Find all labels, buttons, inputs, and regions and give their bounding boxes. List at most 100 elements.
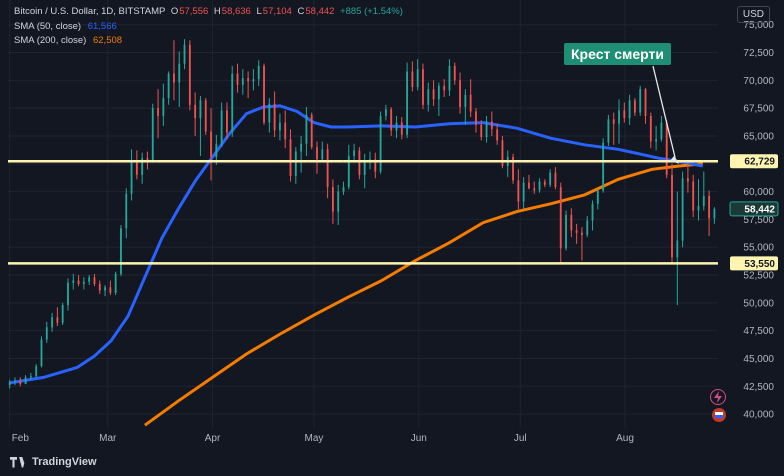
candle [490,111,493,136]
candle-body [24,377,27,385]
price-tick-label: 42,500 [743,382,774,393]
candle-body [422,69,424,105]
candle-body [708,196,711,219]
candle-body [204,100,207,132]
candle [649,112,652,149]
candle [157,89,159,139]
tradingview-logo[interactable]: TradingView [10,456,97,468]
candle [104,285,106,297]
candle [273,91,276,138]
horizontal-levels [8,159,718,265]
candle-body [697,206,700,211]
time-tick-label: Jun [411,433,427,444]
legend-sma200[interactable]: SMA (200, close) 62,508 [14,35,122,46]
candle [35,364,38,378]
candle-body [284,122,287,140]
candle-body [665,122,668,175]
candle-body [178,63,181,83]
arrow-head [670,155,680,164]
brand-name: TradingView [32,456,97,468]
currency-selector[interactable]: USD [736,6,770,23]
candle [692,174,695,218]
candle-body [464,94,467,108]
candle-body [263,65,265,123]
candle [114,271,117,296]
candle [528,174,530,190]
price-tag-label: 58,442 [744,204,775,215]
candle-body [400,122,403,135]
legend-ohlc: Bitcoin / U.S. Dollar, 1D, BITSTAMP O57,… [14,6,403,17]
candle [141,152,144,184]
candle-body [644,89,647,116]
candle [549,169,552,188]
open-label: O [170,6,179,17]
candle [512,153,514,184]
candle-body [517,180,520,202]
price-level-tag: 58,442 [729,201,779,217]
price-tick-label: 52,500 [743,271,774,282]
candle [390,107,393,136]
candle-body [146,158,149,161]
death-cross-label: Крест смерти [564,43,671,65]
candle [109,280,112,296]
candle-body [633,100,636,113]
candle-body [543,181,546,185]
candle-body [480,124,483,138]
candle-body [252,79,255,82]
price-tick-label: 47,500 [743,326,774,337]
candle [257,60,260,86]
candle-body [427,89,430,105]
candle-body [475,111,477,125]
lightning-icon[interactable] [710,389,726,405]
candle-body [358,150,361,175]
candle [459,72,461,114]
candle [676,191,679,306]
legend-sma50[interactable]: SMA (50, close) 61,566 [14,21,117,32]
candle-body [686,178,689,182]
candle-body [40,339,43,367]
sma200-value: 62,508 [92,35,123,46]
sma200-line [144,162,703,427]
price-tick-label: 57,500 [743,215,774,226]
high-label: H [213,6,221,17]
candle-body [173,73,175,83]
candle [162,83,165,126]
candle-body [565,214,567,249]
death-cross-arrow [652,65,680,164]
candle-body [384,109,387,116]
candle-body [316,147,318,160]
candle [464,89,467,125]
candle-body [67,282,69,306]
candle-body [374,159,377,172]
candle-body [443,85,446,91]
candle-body [199,100,202,119]
close-label: C [297,6,305,17]
candle [67,278,69,311]
price-tick-label: 40,000 [743,410,774,421]
price-tick-label: 70,000 [743,76,774,87]
symbol-title[interactable]: Bitcoin / U.S. Dollar, 1D, BITSTAMP [14,6,166,17]
candle-body [77,280,80,284]
time-tick-label: Aug [616,433,634,444]
candle-body [88,277,91,282]
candle [586,216,589,238]
candle [612,112,615,145]
flag-icon[interactable] [712,408,726,422]
candle-body [130,161,133,194]
tradingview-logo-icon [10,457,26,468]
candle-body [215,143,218,158]
candle-body [45,327,48,340]
candle [56,307,59,327]
candle [284,110,287,149]
price-tick-label: 75,000 [743,20,774,31]
candle [453,62,456,85]
candle [347,144,350,190]
candle-body [596,190,599,204]
candle-body [395,122,398,131]
candle [554,167,557,190]
candle-body [268,103,271,123]
candle [538,178,541,193]
candle [681,171,684,248]
candle-body [459,80,461,108]
